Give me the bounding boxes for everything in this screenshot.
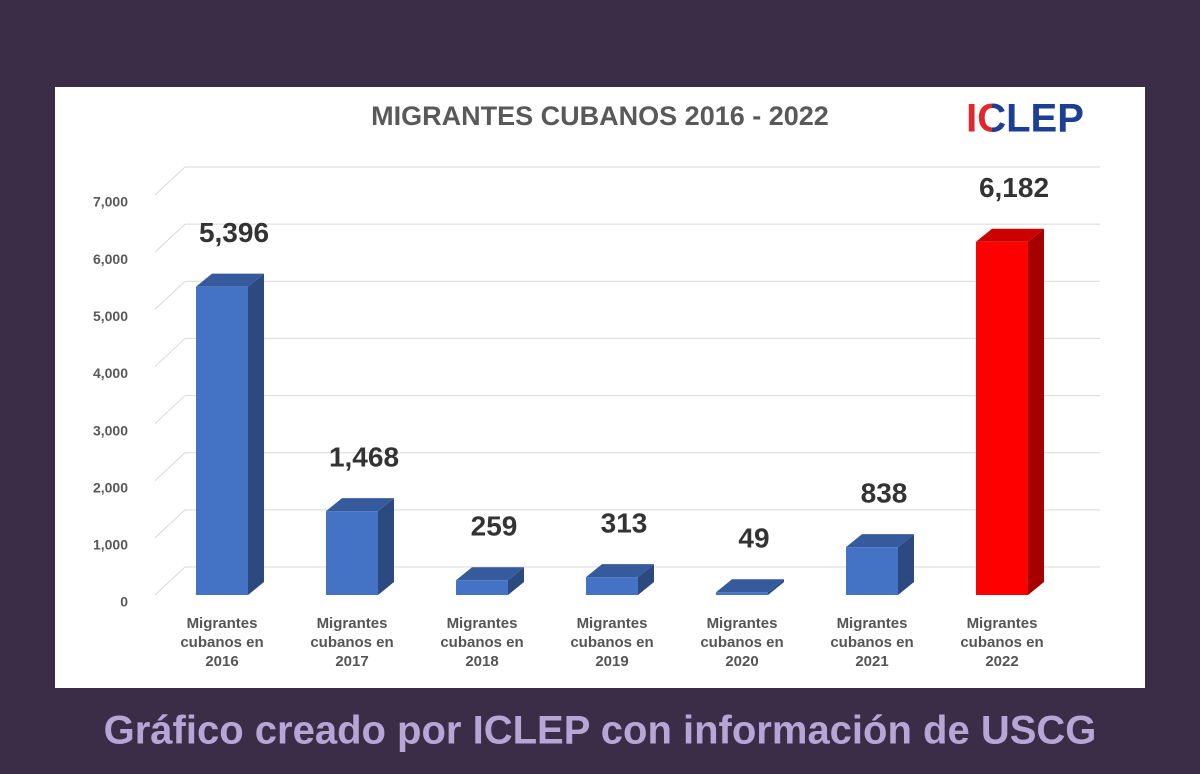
- bar-top: [846, 534, 914, 548]
- value-label: 5,396: [199, 217, 269, 248]
- grid-line-depth: [154, 166, 186, 196]
- value-label: 313: [601, 508, 648, 539]
- y-tick-label: 3,000: [93, 422, 128, 438]
- bar: [846, 547, 898, 595]
- grid-line-depth: [154, 452, 186, 482]
- value-label: 49: [738, 523, 769, 554]
- value-label: 6,182: [979, 172, 1049, 203]
- grid-line-depth: [154, 223, 186, 253]
- grid-line-depth: [154, 338, 186, 367]
- bar-side: [378, 498, 394, 595]
- bar-side: [1028, 228, 1044, 595]
- x-tick-label: Migrantes cubanos en 2016: [180, 615, 264, 670]
- y-tick-label: 1,000: [93, 537, 128, 553]
- x-tick-label: Migrantes cubanos en 2020: [700, 615, 784, 670]
- bar: [976, 241, 1028, 595]
- bar-top: [326, 498, 394, 512]
- grid-line-depth: [154, 280, 186, 310]
- bar: [196, 286, 248, 595]
- grid-line-depth: [154, 509, 186, 539]
- bar: [456, 580, 508, 595]
- bar-side: [508, 567, 524, 595]
- y-tick-label: 5,000: [93, 308, 128, 324]
- bar-side: [248, 273, 264, 595]
- y-tick-label: 2,000: [93, 479, 128, 495]
- bar-side: [638, 564, 654, 595]
- x-tick-label: Migrantes cubanos en 2022: [960, 615, 1044, 670]
- bar: [326, 511, 378, 595]
- y-tick-label: 4,000: [93, 365, 128, 381]
- bar-top: [716, 579, 784, 593]
- x-tick-label: Migrantes cubanos en 2019: [570, 615, 654, 670]
- bar-top: [976, 228, 1044, 242]
- value-label: 259: [471, 511, 518, 542]
- bar-top: [456, 567, 524, 581]
- logo: ICLEP: [966, 97, 1084, 141]
- x-tick-label: Migrantes cubanos en 2021: [830, 615, 914, 670]
- chart-title: MIGRANTES CUBANOS 2016 - 2022: [371, 101, 829, 131]
- bar-top: [196, 273, 264, 287]
- grid-line-depth: [154, 566, 186, 596]
- bar: [716, 592, 768, 595]
- bar-top: [586, 564, 654, 578]
- value-label: 1,468: [329, 442, 399, 473]
- caption: Gráfico creado por ICLEP con información…: [104, 709, 1097, 753]
- y-tick-label: 6,000: [93, 251, 128, 267]
- x-tick-label: Migrantes cubanos en 2017: [310, 615, 394, 670]
- bar: [586, 577, 638, 595]
- bar-side: [768, 579, 784, 595]
- y-tick-label: 7,000: [93, 194, 128, 210]
- y-tick-label: 0: [120, 594, 128, 610]
- value-label: 838: [861, 478, 908, 509]
- grid-line-depth: [154, 395, 186, 424]
- bar-side: [898, 534, 914, 595]
- x-tick-label: Migrantes cubanos en 2018: [440, 615, 524, 670]
